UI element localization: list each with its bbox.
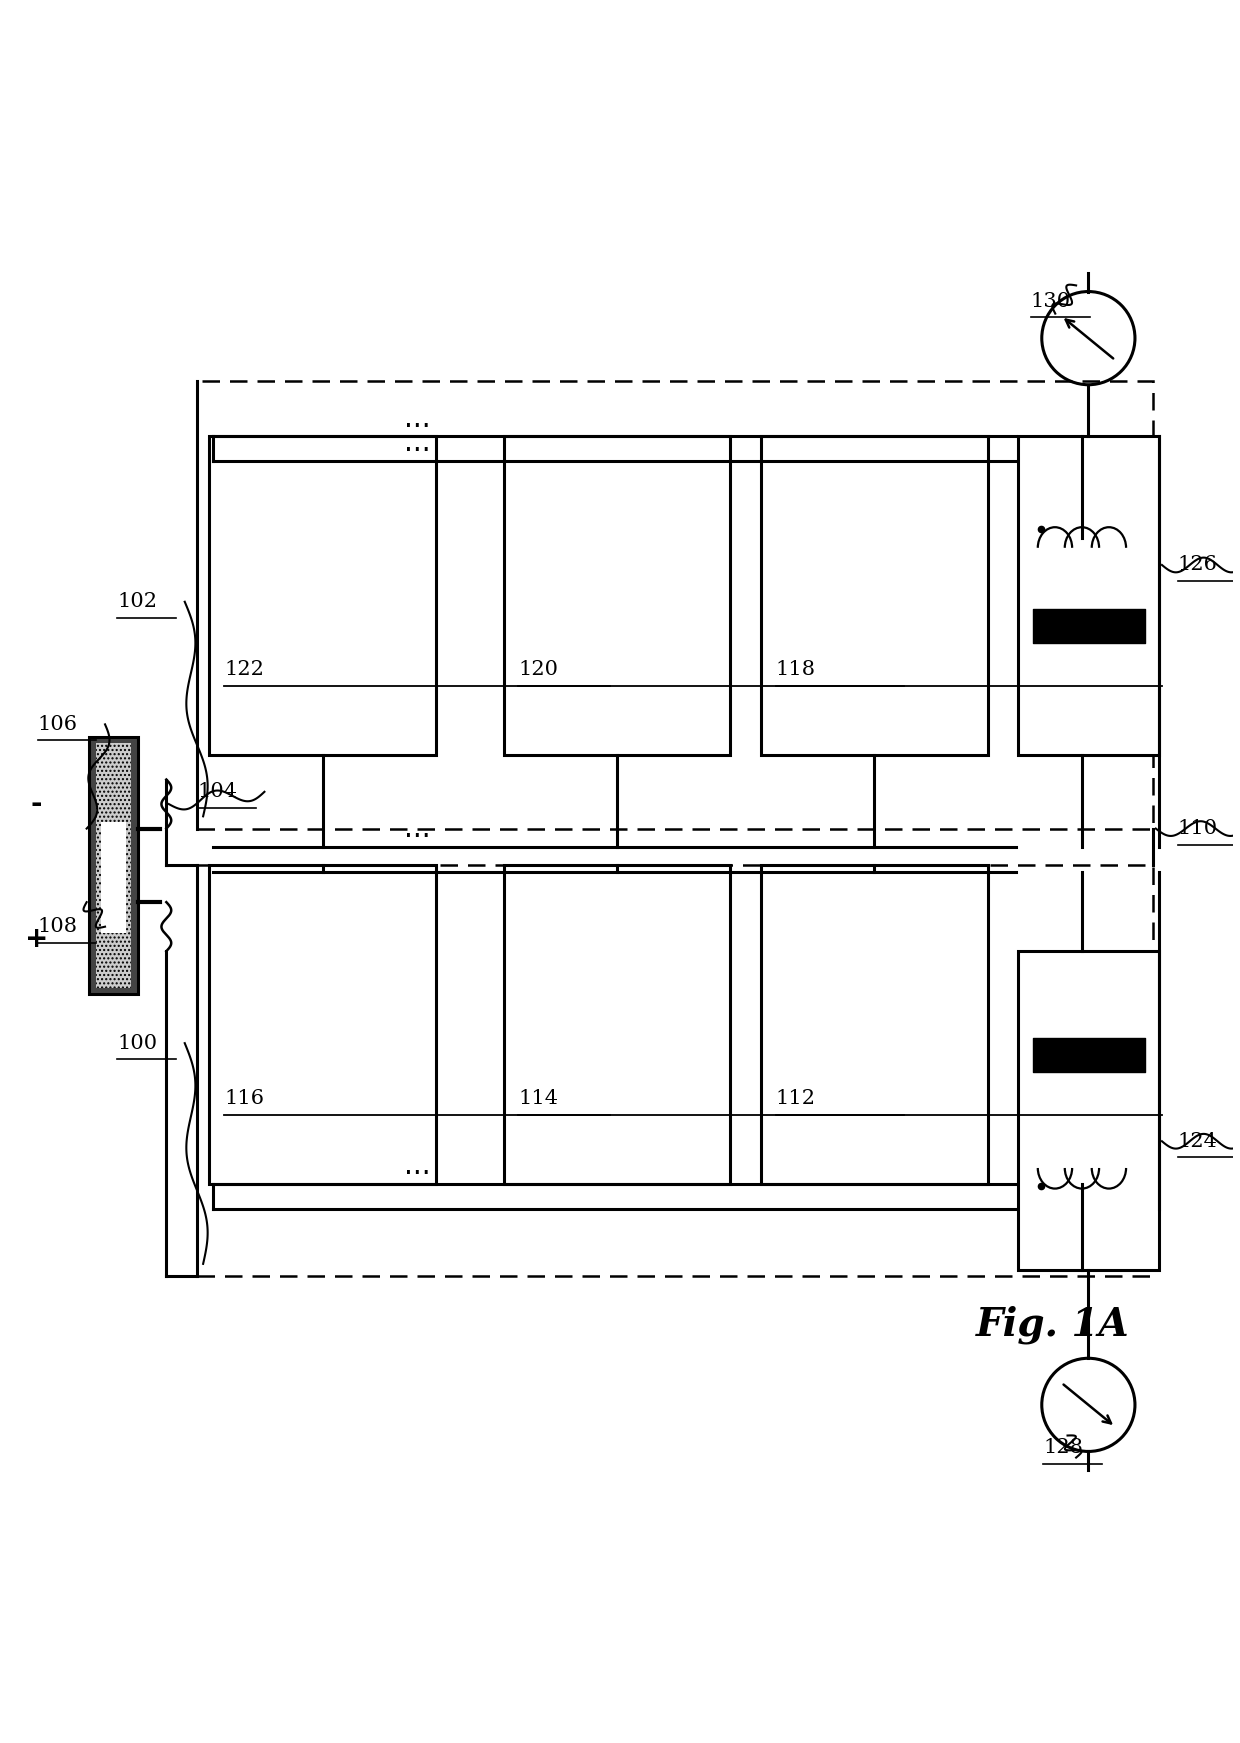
Bar <box>1018 952 1159 1271</box>
Bar <box>197 865 1153 1276</box>
Text: 116: 116 <box>224 1089 264 1109</box>
Bar <box>503 865 730 1183</box>
Text: -: - <box>31 790 42 817</box>
Text: 104: 104 <box>197 783 237 802</box>
Bar <box>761 865 988 1183</box>
Text: 130: 130 <box>1030 291 1071 310</box>
Bar <box>97 743 130 988</box>
Text: ...: ... <box>404 816 432 844</box>
Text: 114: 114 <box>518 1089 558 1109</box>
Text: 110: 110 <box>1178 819 1218 838</box>
Bar <box>210 865 436 1183</box>
Text: 120: 120 <box>518 659 558 678</box>
Text: ...: ... <box>404 404 432 432</box>
Bar <box>210 436 436 755</box>
Bar <box>89 737 138 994</box>
Text: 128: 128 <box>1043 1438 1083 1457</box>
Bar <box>1018 436 1159 755</box>
Text: ...: ... <box>404 429 432 457</box>
Text: 126: 126 <box>1178 556 1218 575</box>
Text: 122: 122 <box>224 659 264 678</box>
Bar <box>761 436 988 755</box>
Text: Fig. 1A: Fig. 1A <box>976 1306 1130 1344</box>
Text: +: + <box>25 926 48 953</box>
Text: 106: 106 <box>37 715 78 734</box>
Text: 118: 118 <box>776 659 816 678</box>
Text: 102: 102 <box>118 593 157 612</box>
Text: 108: 108 <box>37 917 78 936</box>
Text: ...: ... <box>404 1152 432 1180</box>
Text: 112: 112 <box>776 1089 816 1109</box>
Bar <box>503 436 730 755</box>
Text: 124: 124 <box>1178 1131 1218 1150</box>
Bar <box>102 823 126 933</box>
Bar <box>197 382 1153 828</box>
Text: 100: 100 <box>118 1034 157 1053</box>
